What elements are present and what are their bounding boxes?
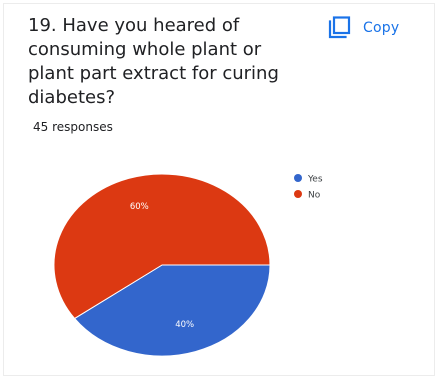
legend-label-no: No	[308, 191, 321, 201]
response-count: 45 responses	[33, 120, 113, 134]
slice-label-no: 60%	[130, 202, 149, 212]
copy-button[interactable]: Copy	[327, 16, 399, 40]
copy-icon	[328, 16, 351, 39]
copy-label: Copy	[363, 20, 400, 36]
legend-swatch-no	[294, 190, 302, 198]
legend-label-yes: Yes	[307, 175, 323, 185]
pie-slice-yes	[73, 264, 271, 357]
slice-label-yes: 40%	[175, 320, 194, 330]
legend-swatch-yes	[294, 174, 302, 182]
question-title: 19. Have you heared of consuming whole p…	[28, 15, 279, 108]
pie-slice-no	[53, 173, 271, 320]
